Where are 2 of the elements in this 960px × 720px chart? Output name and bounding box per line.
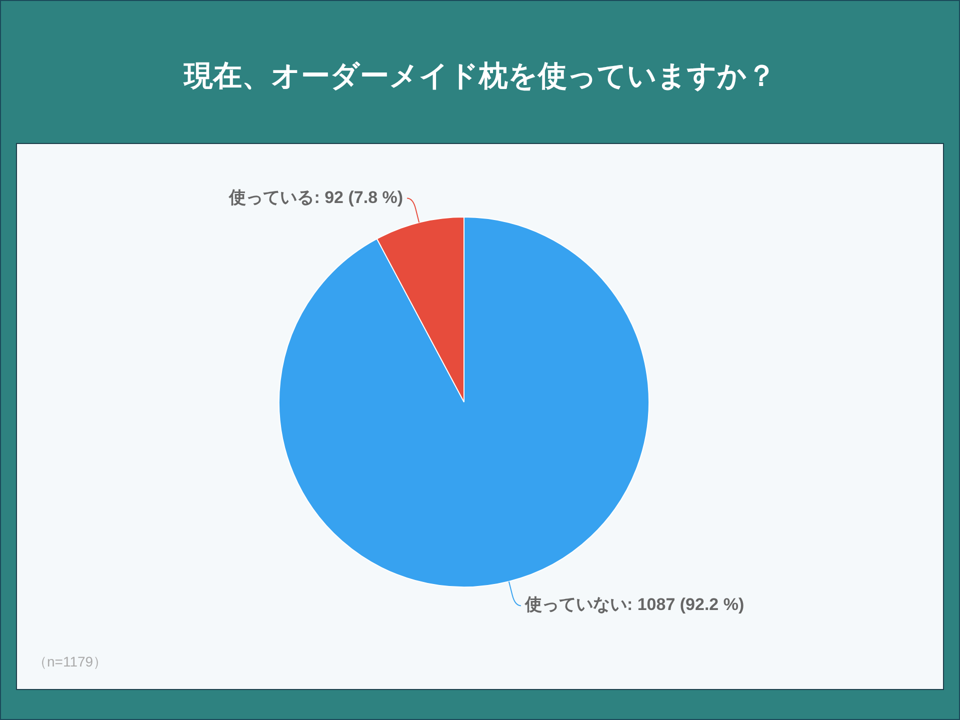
annotation: （n=1179） xyxy=(33,654,108,670)
title: 現在、オーダーメイド枕を使っていますか？ xyxy=(184,60,776,93)
